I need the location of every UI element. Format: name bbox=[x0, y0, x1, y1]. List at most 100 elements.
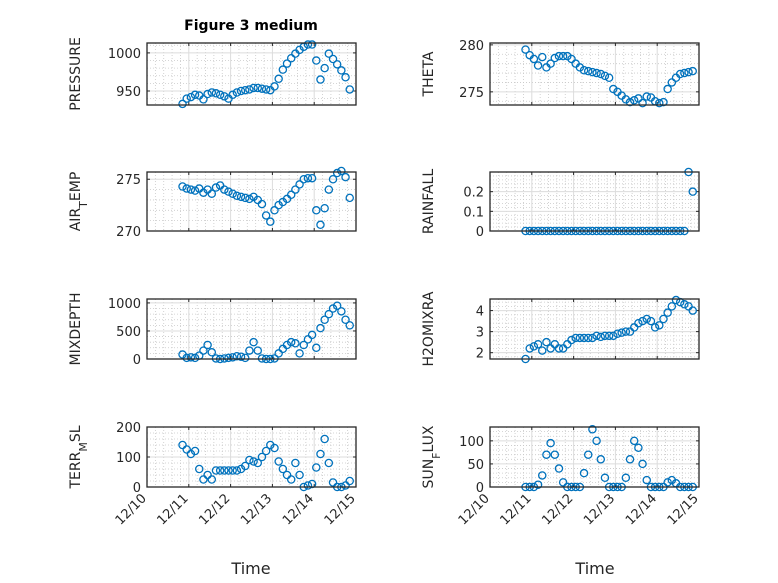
y-axis-label: PRESSURE bbox=[68, 37, 84, 111]
data-point bbox=[240, 461, 250, 471]
data-point bbox=[604, 73, 614, 83]
y-tick-label: 0 bbox=[476, 481, 484, 496]
data-point bbox=[236, 86, 246, 96]
data-point bbox=[579, 65, 589, 75]
y-axis-label-part: H2OMIXRA bbox=[421, 291, 437, 366]
data-point bbox=[588, 67, 597, 77]
data-point bbox=[316, 323, 325, 333]
y-axis-label-part: MIXDEPTH bbox=[68, 293, 84, 366]
x-tick-label: 12/12 bbox=[539, 491, 576, 528]
data-point bbox=[550, 340, 560, 349]
data-point bbox=[575, 63, 585, 72]
data-point bbox=[282, 340, 292, 350]
data-point bbox=[182, 94, 191, 103]
data-point bbox=[596, 332, 606, 342]
data-point bbox=[600, 331, 610, 341]
data-point bbox=[286, 337, 296, 347]
y-tick-label: 2 bbox=[476, 347, 484, 362]
y-axis-label-part: THETA bbox=[421, 51, 437, 97]
axes-box bbox=[489, 298, 700, 360]
data-point bbox=[609, 331, 618, 341]
data-point bbox=[207, 348, 217, 357]
data-point bbox=[680, 300, 689, 309]
data-point bbox=[307, 40, 317, 49]
data-point bbox=[299, 340, 308, 350]
data-point bbox=[316, 75, 325, 84]
data-point bbox=[600, 473, 610, 483]
data-point bbox=[533, 480, 543, 489]
data-point bbox=[178, 99, 187, 109]
y-tick-label: 100 bbox=[459, 435, 484, 450]
data-point bbox=[232, 191, 242, 201]
data-point bbox=[671, 295, 681, 305]
data-point bbox=[324, 49, 334, 58]
data-point bbox=[190, 353, 200, 363]
data-point bbox=[575, 333, 585, 343]
data-point bbox=[190, 446, 200, 456]
data-point bbox=[659, 97, 668, 107]
data-point bbox=[642, 475, 652, 485]
data-point bbox=[186, 353, 196, 362]
data-point bbox=[642, 314, 652, 324]
data-point bbox=[286, 53, 296, 63]
y-tick-label: 280 bbox=[459, 39, 484, 54]
y-tick-label: 3 bbox=[476, 326, 484, 341]
data-point bbox=[211, 183, 221, 192]
data-point bbox=[270, 443, 279, 453]
subplot-pressure: 950 1000 PRESSURE bbox=[68, 37, 357, 111]
y-axis-label-part: EMP bbox=[68, 172, 84, 201]
data-point bbox=[324, 309, 334, 319]
subplot-theta: 275 280 THETA bbox=[421, 39, 700, 108]
data-point bbox=[621, 95, 631, 104]
data-point bbox=[533, 61, 543, 70]
data-point bbox=[240, 353, 250, 363]
data-point bbox=[253, 83, 263, 93]
data-point bbox=[621, 327, 631, 336]
data-point bbox=[345, 193, 354, 203]
data-point bbox=[521, 45, 530, 54]
data-point bbox=[596, 69, 606, 79]
data-point bbox=[261, 446, 271, 456]
x-tick-label: 12/13 bbox=[238, 491, 275, 528]
y-axis-label-part: M bbox=[77, 442, 90, 452]
y-tick-label: 1000 bbox=[108, 47, 141, 62]
data-point bbox=[634, 94, 643, 103]
y-axis-label-part: PRESSURE bbox=[68, 37, 84, 111]
data-point bbox=[211, 89, 221, 98]
data-point bbox=[236, 352, 246, 362]
y-axis-label: AIRTEMP bbox=[68, 172, 90, 232]
data-point bbox=[554, 51, 564, 61]
x-tick-label: 12/14 bbox=[623, 491, 660, 528]
data-point bbox=[538, 471, 547, 480]
data-point bbox=[583, 333, 593, 343]
data-point bbox=[609, 84, 618, 94]
data-point bbox=[245, 85, 254, 94]
data-point bbox=[328, 478, 338, 487]
data-point bbox=[320, 203, 329, 213]
data-point bbox=[203, 470, 212, 480]
data-point bbox=[550, 450, 560, 459]
data-point bbox=[345, 85, 354, 94]
data-point bbox=[592, 331, 601, 341]
data-point bbox=[538, 346, 547, 355]
data-point bbox=[249, 457, 258, 466]
data-point bbox=[625, 455, 635, 464]
data-point bbox=[299, 174, 308, 184]
data-point bbox=[215, 90, 225, 100]
y-tick-label: 0.1 bbox=[463, 205, 484, 220]
data-point bbox=[642, 92, 652, 101]
axes-box bbox=[489, 171, 700, 232]
data-point bbox=[236, 192, 246, 202]
y-tick-label: 50 bbox=[467, 458, 484, 473]
data-point bbox=[253, 458, 263, 468]
y-tick-label: 0 bbox=[133, 481, 141, 496]
data-point bbox=[303, 40, 313, 49]
data-point bbox=[291, 458, 300, 468]
y-tick-label: 4 bbox=[476, 305, 484, 320]
data-point bbox=[567, 54, 576, 64]
data-point bbox=[604, 331, 614, 341]
data-point bbox=[207, 88, 217, 97]
data-point bbox=[638, 459, 647, 469]
data-point bbox=[312, 206, 321, 215]
data-point bbox=[550, 53, 560, 63]
